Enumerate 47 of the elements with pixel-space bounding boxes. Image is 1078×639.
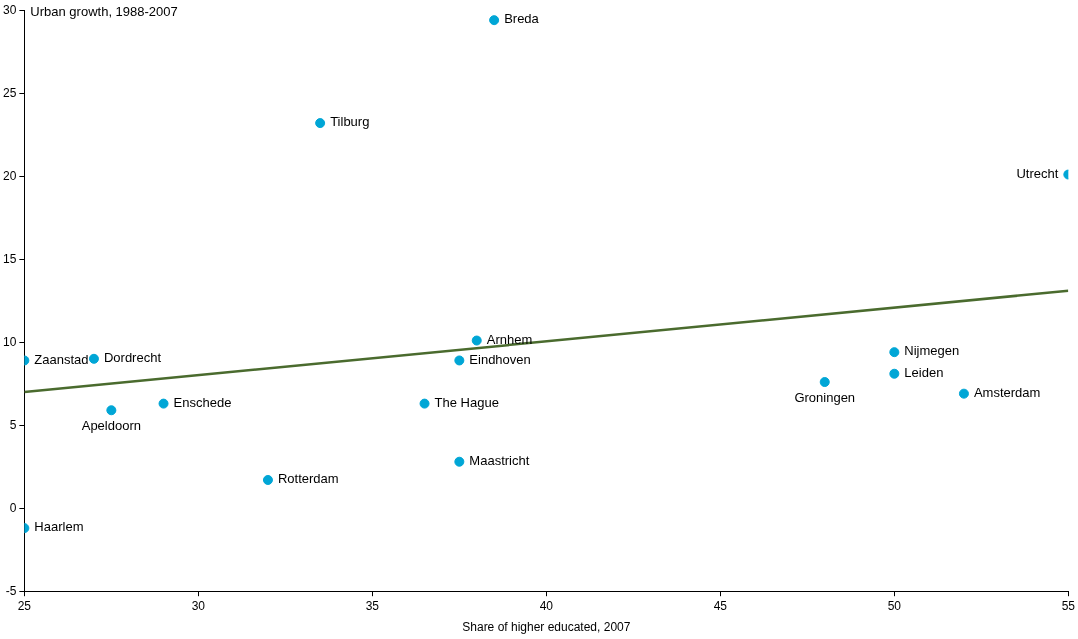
y-tick-label: 25 bbox=[2, 85, 17, 100]
x-tick-label: 55 bbox=[1061, 598, 1076, 613]
point bbox=[262, 474, 273, 485]
point bbox=[454, 456, 465, 467]
annotation: Haarlem bbox=[34, 519, 84, 535]
annotation: Amsterdam bbox=[973, 384, 1041, 400]
point bbox=[489, 15, 500, 26]
y-axis-title: Urban growth, 1988-2007 bbox=[30, 4, 178, 20]
y-tick-label: 0 bbox=[9, 500, 17, 515]
point bbox=[819, 377, 830, 388]
point bbox=[958, 388, 969, 399]
annotation: Apeldoorn bbox=[81, 418, 141, 434]
x-tick-label: 30 bbox=[191, 598, 206, 613]
point bbox=[106, 405, 117, 416]
annotation: Eindhoven bbox=[469, 351, 531, 367]
point bbox=[889, 347, 900, 358]
annotation: Enschede bbox=[173, 394, 232, 410]
annotation: Groningen bbox=[794, 390, 856, 406]
x-tick-label: 35 bbox=[365, 598, 380, 613]
x-axis-title: Share of higher educated, 2007 bbox=[462, 620, 631, 635]
y-tick-label: 30 bbox=[2, 2, 17, 17]
annotation: Utrecht bbox=[1016, 165, 1059, 181]
point bbox=[158, 398, 169, 409]
y-tick-label: -5 bbox=[5, 583, 17, 598]
annotation: Nijmegen bbox=[904, 343, 960, 359]
point bbox=[889, 368, 900, 379]
annotation: Rotterdam bbox=[277, 471, 339, 487]
annotation: Leiden bbox=[904, 364, 944, 380]
point bbox=[471, 335, 482, 346]
annotation: The Hague bbox=[434, 394, 499, 410]
annotation: Arnhem bbox=[486, 331, 533, 347]
annotation: Breda bbox=[504, 11, 540, 27]
x-tick-label: 40 bbox=[539, 598, 554, 613]
point bbox=[315, 118, 326, 129]
annotation: Zaanstad bbox=[34, 351, 89, 367]
annotation: Tilburg bbox=[330, 114, 370, 130]
y-tick-label: 10 bbox=[2, 334, 17, 349]
x-tick-label: 45 bbox=[713, 598, 728, 613]
annotation: Dordrecht bbox=[103, 349, 162, 365]
y-tick-label: 20 bbox=[2, 168, 17, 183]
point bbox=[454, 355, 465, 366]
y-tick-label: 15 bbox=[2, 251, 17, 266]
x-tick-label: 50 bbox=[887, 598, 902, 613]
point bbox=[88, 353, 99, 364]
annotation: Maastricht bbox=[469, 452, 530, 468]
point bbox=[419, 398, 430, 409]
y-tick-label: 5 bbox=[9, 417, 17, 432]
